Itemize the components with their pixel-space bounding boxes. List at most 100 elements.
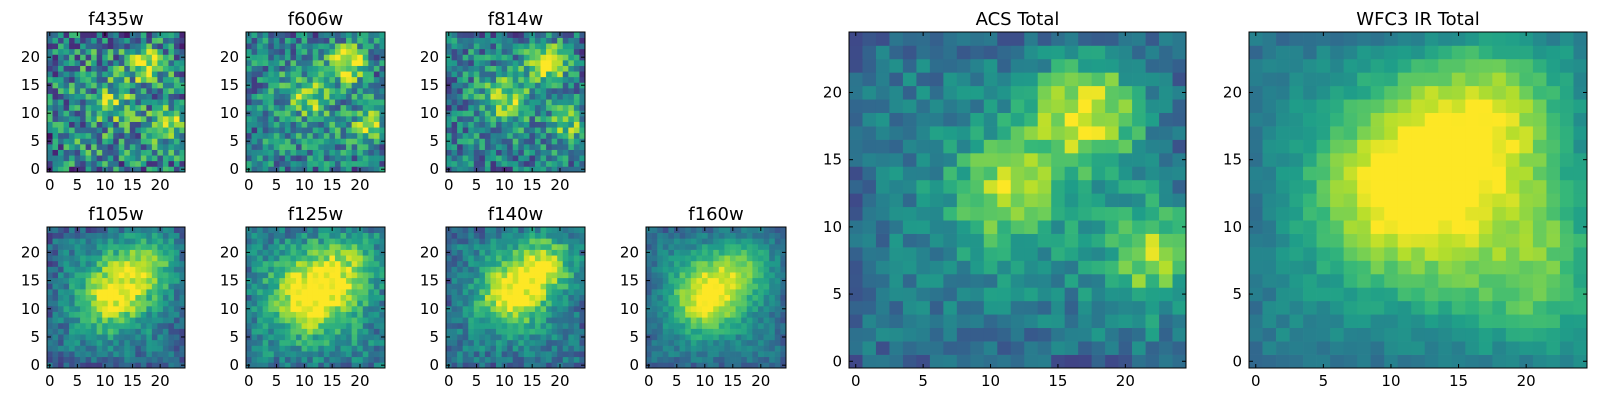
heatmap-cell (179, 65, 186, 72)
heatmap-cell (329, 37, 336, 44)
heatmap-cell (268, 155, 275, 162)
x-tick-label: 5 (672, 372, 682, 390)
heatmap-cell (262, 227, 269, 233)
heatmap-cell (557, 43, 564, 50)
y-tick-label: 10 (21, 300, 40, 318)
heatmap-cell (529, 260, 536, 267)
heatmap-cell (457, 37, 464, 44)
heatmap-cell (379, 104, 386, 111)
heatmap-cell (118, 289, 125, 296)
heatmap-cell (501, 121, 508, 128)
heatmap-cell (1105, 341, 1119, 355)
heatmap-cell (107, 138, 114, 145)
heatmap-cell (69, 110, 75, 117)
heatmap-cell (462, 160, 469, 167)
heatmap-cell (562, 272, 569, 279)
heatmap-cell (173, 93, 180, 100)
heatmap-cell (1105, 193, 1119, 208)
heatmap-cell (707, 289, 714, 296)
heatmap-cell (334, 99, 341, 106)
heatmap-cell (151, 93, 158, 100)
heatmap-cell (290, 356, 297, 363)
heatmap-cell (507, 160, 514, 167)
heatmap-cell (157, 160, 164, 167)
heatmap-cell (741, 232, 748, 239)
x-tick-label: 15 (523, 372, 542, 390)
heatmap-cell (312, 54, 319, 61)
heatmap-cell (518, 294, 525, 301)
heatmap-cell (512, 232, 519, 239)
heatmap-cell (257, 289, 264, 296)
heatmap-cell (568, 138, 575, 145)
heatmap-cell (457, 166, 464, 173)
heatmap-cell (357, 82, 364, 89)
heatmap-cell (490, 351, 497, 358)
heatmap-cell (573, 243, 580, 250)
y-tick-label: 0 (229, 160, 239, 178)
heatmap-cell (523, 43, 530, 50)
heatmap-cell (546, 48, 552, 55)
heatmap-cell (113, 283, 120, 290)
heatmap-cell (568, 227, 575, 233)
heatmap-cell (74, 99, 81, 106)
heatmap-cell (674, 249, 680, 256)
heatmap-cell (468, 144, 475, 150)
heatmap-cell (323, 294, 330, 301)
heatmap-cell (290, 243, 297, 250)
heatmap-cell (140, 317, 147, 324)
heatmap-cell (373, 116, 380, 122)
heatmap-cell (1091, 206, 1106, 221)
heatmap-cell (479, 82, 486, 89)
heatmap-cell (373, 283, 380, 290)
heatmap-cell (557, 255, 564, 262)
heatmap-cell (889, 193, 904, 208)
heatmap-cell (69, 232, 75, 239)
heatmap-cell (173, 82, 180, 89)
heatmap-cell (96, 37, 103, 44)
heatmap-cell (146, 232, 153, 239)
heatmap-cell (47, 37, 53, 44)
heatmap-cell (284, 317, 291, 324)
heatmap-cell (368, 65, 375, 72)
heatmap-cell (685, 255, 692, 262)
heatmap-cell (262, 238, 269, 245)
heatmap-cell (262, 132, 269, 139)
heatmap-cell (151, 283, 158, 290)
heatmap-cell (943, 152, 958, 167)
heatmap-cell (351, 116, 358, 122)
heatmap-cell (140, 266, 147, 273)
heatmap-cell (351, 339, 358, 346)
heatmap-cell (875, 287, 890, 302)
heatmap-cell (451, 54, 458, 61)
heatmap-cell (862, 327, 877, 342)
heatmap-cell (102, 76, 109, 83)
heatmap-cell (96, 362, 103, 369)
heatmap-cell (462, 71, 469, 78)
heatmap-cell (730, 339, 736, 346)
heatmap-cell (1105, 220, 1119, 234)
heatmap-cell (568, 82, 575, 89)
heatmap-cell (523, 322, 530, 329)
heatmap-cell (102, 48, 109, 55)
heatmap-cell (501, 356, 508, 363)
heatmap-cell (457, 277, 464, 284)
heatmap-cell (124, 88, 131, 94)
heatmap-cell (451, 71, 458, 78)
heatmap-cell (368, 272, 375, 279)
heatmap-cell (346, 334, 352, 341)
heatmap-cell (318, 82, 325, 89)
heatmap-cell (63, 227, 70, 233)
heatmap-cell (107, 48, 114, 55)
y-tick-label: 5 (229, 328, 239, 346)
heatmap-cell (135, 266, 142, 273)
heatmap-cell (268, 144, 275, 150)
heatmap-cell (724, 249, 731, 256)
heatmap-cell (457, 311, 464, 318)
heatmap-cell (546, 54, 552, 61)
heatmap-cell (507, 99, 514, 106)
heatmap-cell (323, 283, 330, 290)
heatmap-cell (735, 305, 742, 312)
heatmap-cell (746, 362, 753, 369)
heatmap-cell (451, 232, 458, 239)
heatmap-cell (162, 43, 169, 50)
